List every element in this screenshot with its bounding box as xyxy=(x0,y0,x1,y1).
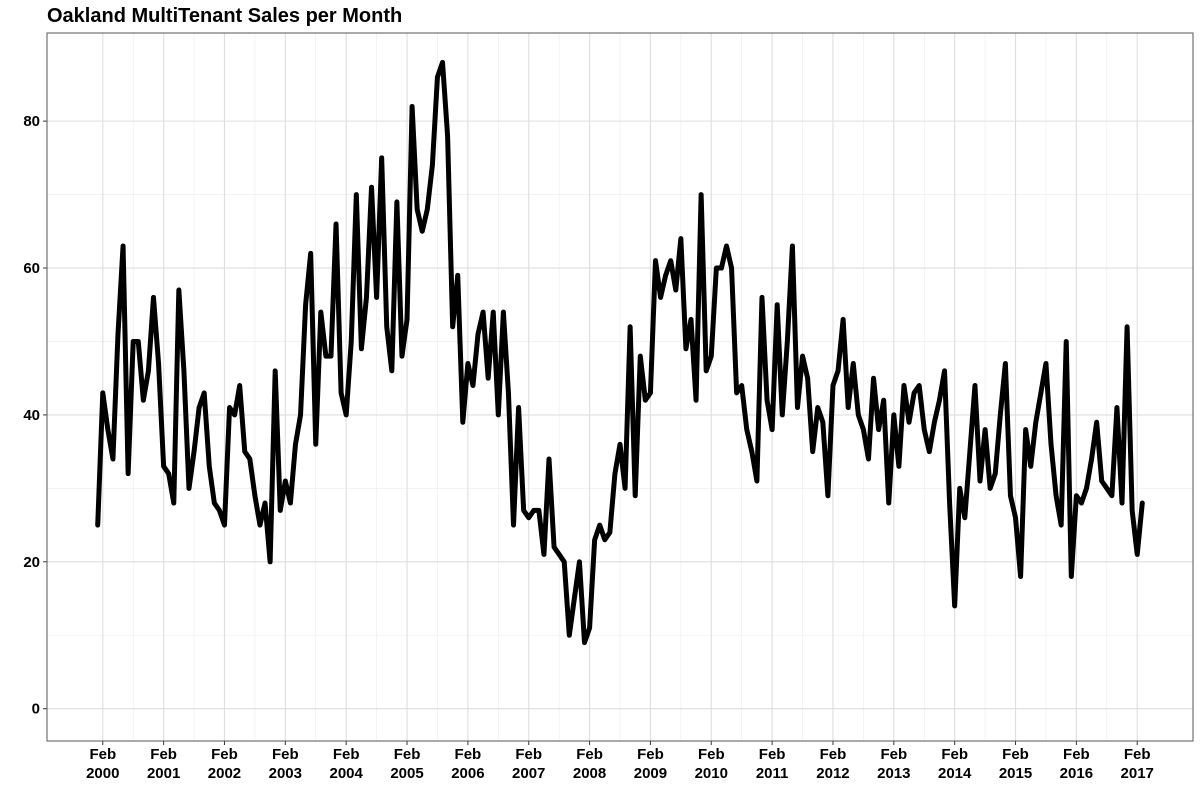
x-tick-label-line: Feb xyxy=(89,746,116,763)
x-tick-label-line: 2004 xyxy=(329,765,363,782)
x-tick-label-line: Feb xyxy=(272,746,299,763)
x-tick-label-line: 2006 xyxy=(451,765,484,782)
x-tick-label: Feb 2007 xyxy=(512,746,545,782)
x-tick-label: Feb 2011 xyxy=(756,746,789,782)
x-tick-label-line: 2016 xyxy=(1060,765,1093,782)
x-tick-label: Feb 2001 xyxy=(147,746,180,782)
x-tick-label-line: 2014 xyxy=(938,765,972,782)
y-tick-label: 80 xyxy=(23,113,40,130)
x-tick-label-line: 2017 xyxy=(1121,765,1154,782)
chart-title: Oakland MultiTenant Sales per Month xyxy=(47,5,402,27)
x-tick-label-line: 2012 xyxy=(816,765,849,782)
x-tick-label: Feb 2009 xyxy=(634,746,667,782)
x-tick-label: Feb 2010 xyxy=(695,746,728,782)
x-tick-label-line: Feb xyxy=(515,746,542,763)
x-tick-label-line: Feb xyxy=(941,746,968,763)
x-tick-label-line: Feb xyxy=(1002,746,1029,763)
x-tick-label: Feb 2016 xyxy=(1060,746,1093,782)
x-tick-label: Feb 2000 xyxy=(86,746,119,782)
x-tick-label-line: 2009 xyxy=(634,765,667,782)
x-tick-label-line: Feb xyxy=(576,746,603,763)
x-tick-label: Feb 2002 xyxy=(208,746,241,782)
x-tick-label-line: Feb xyxy=(637,746,664,763)
x-tick-label-line: Feb xyxy=(394,746,421,763)
x-tick-label: Feb 2017 xyxy=(1121,746,1154,782)
x-tick-label-line: 2003 xyxy=(269,765,302,782)
x-tick-label-line: 2001 xyxy=(147,765,180,782)
x-tick-label: Feb 2003 xyxy=(269,746,302,782)
x-tick-label-line: 2010 xyxy=(695,765,728,782)
x-tick-label: Feb 2015 xyxy=(999,746,1032,782)
x-tick-label-line: Feb xyxy=(455,746,482,763)
x-tick-label-line: Feb xyxy=(150,746,177,763)
x-tick-label-line: Feb xyxy=(1063,746,1090,763)
x-tick-label-line: 2005 xyxy=(390,765,423,782)
x-tick-label-line: Feb xyxy=(820,746,847,763)
x-tick-label-line: 2015 xyxy=(999,765,1032,782)
x-tick-label-line: 2008 xyxy=(573,765,606,782)
x-tick-label: Feb 2006 xyxy=(451,746,484,782)
y-tick-label: 40 xyxy=(23,407,40,424)
x-tick-label-line: Feb xyxy=(333,746,360,763)
x-tick-label-line: Feb xyxy=(1124,746,1151,763)
x-tick-label-line: 2013 xyxy=(877,765,910,782)
x-tick-label-line: 2000 xyxy=(86,765,119,782)
x-tick-label-line: Feb xyxy=(880,746,907,763)
y-tick-label: 60 xyxy=(23,260,40,277)
x-tick-label: Feb 2004 xyxy=(329,746,363,782)
x-tick-label-line: 2002 xyxy=(208,765,241,782)
x-tick-label-line: 2011 xyxy=(756,765,789,782)
x-tick-label: Feb 2005 xyxy=(390,746,423,782)
x-tick-label-line: Feb xyxy=(211,746,238,763)
y-tick-label: 20 xyxy=(23,554,40,571)
x-tick-label: Feb 2008 xyxy=(573,746,606,782)
series-line xyxy=(95,59,1145,646)
x-tick-label-line: 2007 xyxy=(512,765,545,782)
x-tick-label-line: Feb xyxy=(759,746,786,763)
x-tick-label-line: Feb xyxy=(698,746,725,763)
x-tick-label: Feb 2013 xyxy=(877,746,910,782)
x-tick-label: Feb 2012 xyxy=(816,746,849,782)
x-tick-label: Feb 2014 xyxy=(938,746,972,782)
plot-border xyxy=(46,32,1194,742)
y-tick-label: 0 xyxy=(32,701,40,718)
